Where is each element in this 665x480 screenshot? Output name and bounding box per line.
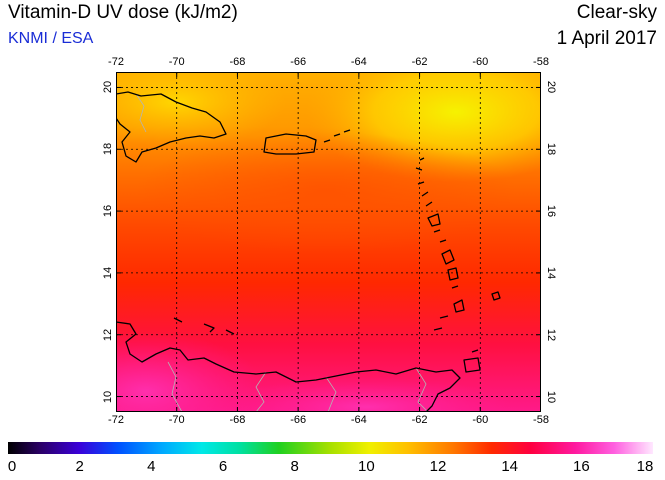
lon-tick-label: -60 [472,414,489,426]
lat-tick-label: 10 [545,390,557,403]
colorbar-label: 12 [429,458,447,475]
lon-tick-label: -58 [533,414,549,426]
date-label: 1 April 2017 [556,28,657,49]
colorbar-label: 14 [501,458,518,475]
colorbar-label: 2 [75,458,84,475]
lat-tick-label: 14 [545,266,557,280]
sky-condition-label: Clear-sky [576,2,657,23]
colorbar-label: 16 [572,458,590,475]
lat-tick-label: 20 [102,81,114,94]
lat-lon-grid [116,72,541,412]
lon-tick-label: -64 [350,56,367,68]
uv-dose-field [116,72,541,412]
credit-label: KNMI / ESA [8,30,94,47]
lon-tick-label: -58 [533,56,549,68]
colorbar-label: 6 [218,458,228,475]
lon-tick-label: -62 [411,56,428,68]
lon-tick-label: -70 [168,56,185,68]
lat-tick-label: 18 [102,143,114,156]
colorbar-label: 4 [147,458,156,475]
map-title: Vitamin-D UV dose (kJ/m2) [8,2,238,23]
lon-tick-label: -72 [108,56,124,68]
lon-tick-label: -64 [350,414,367,426]
lon-tick-label: -68 [229,56,246,68]
lat-tick-label: 10 [102,390,114,403]
lat-tick-label: 20 [545,81,557,94]
lat-tick-label: 16 [102,204,114,218]
map-frame [116,72,541,412]
colorbar-label: 8 [290,458,299,475]
colorbar-label: 10 [357,458,375,475]
lat-tick-label: 12 [102,328,114,341]
lon-tick-label: -70 [168,414,185,426]
lat-tick-label: 12 [545,328,557,341]
lon-tick-label: -72 [108,414,124,426]
lon-tick-label: -60 [472,56,489,68]
uv-dose-colorbar [8,442,653,454]
lat-tick-label: 16 [545,204,557,218]
lat-tick-label: 14 [102,266,114,280]
colorbar-label: 0 [7,458,17,475]
uv-dose-map [116,72,541,412]
colorbar-label: 18 [636,458,654,475]
lon-tick-label: -66 [290,414,307,426]
lon-tick-label: -62 [411,414,428,426]
lon-tick-label: -66 [290,56,307,68]
national-borders [135,93,429,412]
lon-tick-label: -68 [229,414,246,426]
coastlines [116,91,501,412]
lat-tick-label: 18 [545,143,557,156]
